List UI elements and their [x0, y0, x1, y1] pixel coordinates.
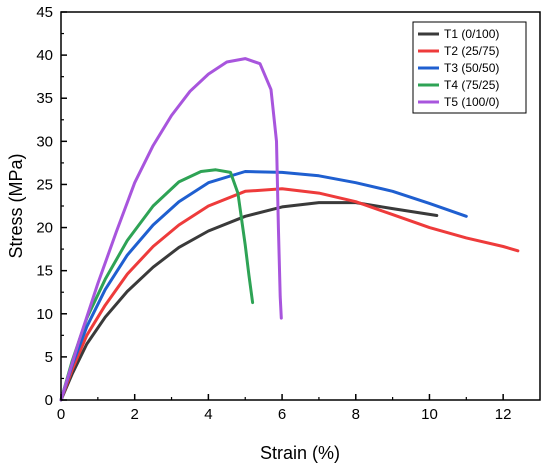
y-axis-title: Stress (MPa) [6, 153, 26, 258]
y-tick-label: 5 [45, 349, 53, 366]
y-tick-label: 30 [36, 133, 53, 150]
x-axis-title: Strain (%) [260, 443, 340, 463]
y-tick-label: 45 [36, 4, 53, 21]
x-tick-label: 8 [352, 406, 360, 423]
x-tick-label: 0 [57, 406, 65, 423]
y-tick-label: 35 [36, 90, 53, 107]
legend-label: T1 (0/100) [444, 27, 499, 41]
series-line-3 [59, 170, 468, 402]
legend-label: T5 (100/0) [444, 95, 499, 109]
legend-label: T4 (75/25) [444, 78, 499, 92]
y-tick-label: 25 [36, 176, 53, 193]
series-line-4 [59, 168, 255, 402]
x-tick-label: 6 [278, 406, 286, 423]
x-tick-label: 4 [204, 406, 212, 423]
series-line-1 [59, 201, 439, 402]
series-line-2 [59, 187, 520, 402]
y-tick-label: 40 [36, 47, 53, 64]
y-tick-label: 0 [45, 392, 53, 409]
y-tick-label: 20 [36, 220, 53, 237]
series-line-5 [59, 57, 283, 402]
x-tick-label: 2 [131, 406, 139, 423]
plot-lines [59, 57, 520, 402]
y-tick-label: 10 [36, 306, 53, 323]
legend-label: T2 (25/75) [444, 44, 499, 58]
legend: T1 (0/100) T2 (25/75) T3 (50/50) T4 (75/25)… [412, 21, 527, 114]
y-tick-label: 15 [36, 263, 53, 280]
x-tick-label: 10 [421, 406, 438, 423]
legend-label: T3 (50/50) [444, 61, 499, 75]
x-tick-label: 12 [495, 406, 512, 423]
axis-ticks: 0 2 4 6 8 10 12 0 5 10 15 20 25 30 35 40 45 [36, 4, 511, 423]
